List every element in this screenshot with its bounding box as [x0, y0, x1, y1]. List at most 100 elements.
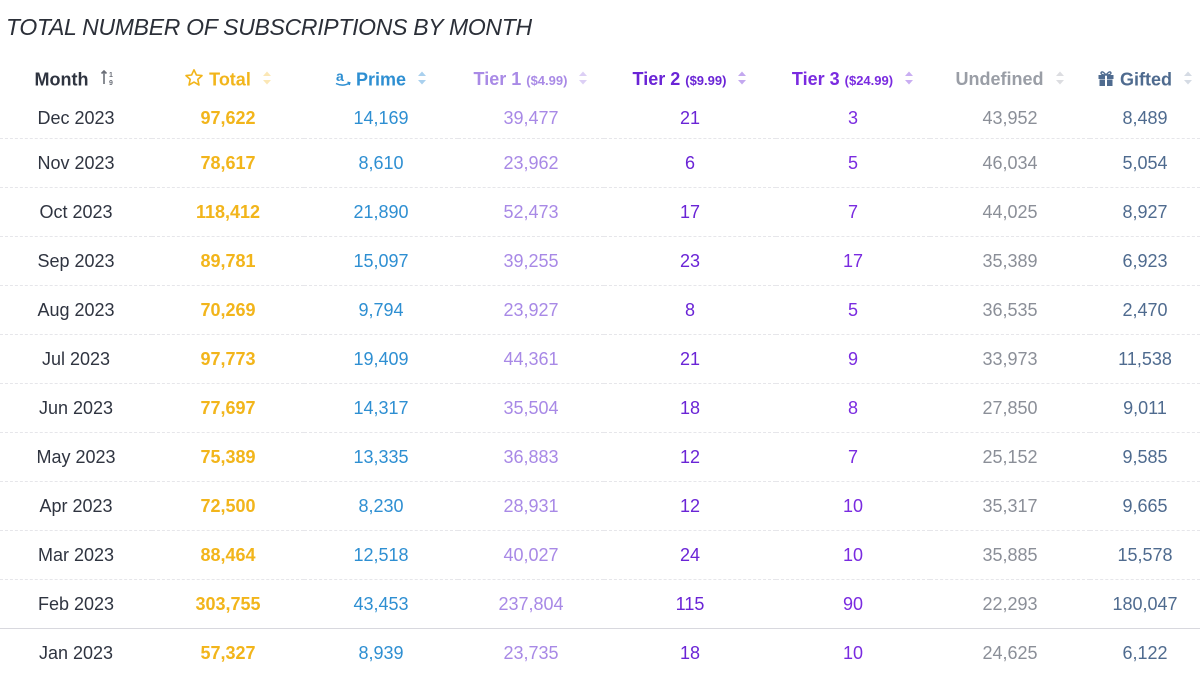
cell-tier1: 39,255 [458, 237, 604, 286]
cell-gifted: 5,054 [1090, 139, 1200, 188]
cell-tier3: 5 [776, 286, 930, 335]
header-undefined-label: Undefined [955, 69, 1043, 89]
cell-month: Jun 2023 [0, 384, 152, 433]
star-icon [184, 68, 204, 93]
cell-month: Jan 2023 [0, 629, 152, 677]
cell-total: 303,755 [152, 580, 304, 629]
cell-month: Nov 2023 [0, 139, 152, 188]
cell-undefined: 35,885 [930, 531, 1090, 580]
cell-prime: 13,335 [304, 433, 458, 482]
cell-tier3: 10 [776, 531, 930, 580]
header-total[interactable]: Total [152, 62, 304, 98]
cell-total: 75,389 [152, 433, 304, 482]
cell-prime: 9,794 [304, 286, 458, 335]
cell-prime: 19,409 [304, 335, 458, 384]
cell-total: 88,464 [152, 531, 304, 580]
sort-icon[interactable] [1055, 70, 1065, 91]
cell-gifted: 8,489 [1090, 98, 1200, 139]
header-undefined[interactable]: Undefined [930, 62, 1090, 98]
cell-month: Apr 2023 [0, 482, 152, 531]
table-row: Jul 2023 97,773 19,409 44,361 21 9 33,97… [0, 335, 1200, 384]
cell-tier1: 35,504 [458, 384, 604, 433]
header-gifted[interactable]: Gifted [1090, 62, 1200, 98]
cell-tier2: 24 [604, 531, 776, 580]
subscriptions-table: Month 1 9 Total [0, 62, 1200, 677]
cell-tier3: 10 [776, 629, 930, 677]
cell-undefined: 35,317 [930, 482, 1090, 531]
cell-tier1: 36,883 [458, 433, 604, 482]
table-row: Jan 2023 57,327 8,939 23,735 18 10 24,62… [0, 629, 1200, 677]
page-title: TOTAL NUMBER OF SUBSCRIPTIONS BY MONTH [6, 14, 532, 41]
amazon-icon: a [335, 69, 351, 92]
header-prime-label: Prime [356, 69, 406, 89]
table-body: Dec 2023 97,622 14,169 39,477 21 3 43,95… [0, 98, 1200, 677]
header-tier2[interactable]: Tier 2 ($9.99) [604, 62, 776, 98]
cell-tier2: 8 [604, 286, 776, 335]
cell-undefined: 44,025 [930, 188, 1090, 237]
sort-icon[interactable] [578, 70, 588, 91]
cell-prime: 14,169 [304, 98, 458, 139]
cell-undefined: 22,293 [930, 580, 1090, 629]
cell-month: Jul 2023 [0, 335, 152, 384]
cell-tier2: 12 [604, 482, 776, 531]
table-row: Sep 2023 89,781 15,097 39,255 23 17 35,3… [0, 237, 1200, 286]
cell-gifted: 6,122 [1090, 629, 1200, 677]
header-month[interactable]: Month 1 9 [0, 62, 152, 98]
cell-prime: 8,610 [304, 139, 458, 188]
table-row: Feb 2023 303,755 43,453 237,804 115 90 2… [0, 580, 1200, 629]
sort-numeric-icon[interactable]: 1 9 [100, 69, 118, 92]
header-prime[interactable]: a Prime [304, 62, 458, 98]
cell-tier3: 5 [776, 139, 930, 188]
cell-tier3: 10 [776, 482, 930, 531]
cell-gifted: 9,665 [1090, 482, 1200, 531]
cell-tier1: 28,931 [458, 482, 604, 531]
cell-prime: 21,890 [304, 188, 458, 237]
cell-month: May 2023 [0, 433, 152, 482]
cell-month: Mar 2023 [0, 531, 152, 580]
sort-icon[interactable] [904, 70, 914, 91]
sort-icon[interactable] [737, 70, 747, 91]
svg-text:a: a [336, 69, 344, 84]
svg-text:9: 9 [109, 80, 113, 87]
sort-icon[interactable] [417, 70, 427, 91]
header-tier2-label: Tier 2 [633, 69, 681, 89]
table-row: Mar 2023 88,464 12,518 40,027 24 10 35,8… [0, 531, 1200, 580]
cell-month: Dec 2023 [0, 98, 152, 139]
header-tier3-price: ($24.99) [845, 73, 893, 88]
cell-undefined: 35,389 [930, 237, 1090, 286]
cell-total: 70,269 [152, 286, 304, 335]
header-tier1[interactable]: Tier 1 ($4.99) [458, 62, 604, 98]
header-tier3[interactable]: Tier 3 ($24.99) [776, 62, 930, 98]
cell-undefined: 43,952 [930, 98, 1090, 139]
cell-month: Oct 2023 [0, 188, 152, 237]
cell-tier3: 90 [776, 580, 930, 629]
cell-gifted: 15,578 [1090, 531, 1200, 580]
cell-tier1: 23,735 [458, 629, 604, 677]
table-header-row: Month 1 9 Total [0, 62, 1200, 98]
cell-gifted: 6,923 [1090, 237, 1200, 286]
sort-icon[interactable] [1183, 70, 1193, 91]
cell-tier1: 237,804 [458, 580, 604, 629]
cell-month: Feb 2023 [0, 580, 152, 629]
table-row: May 2023 75,389 13,335 36,883 12 7 25,15… [0, 433, 1200, 482]
cell-prime: 15,097 [304, 237, 458, 286]
cell-tier1: 40,027 [458, 531, 604, 580]
sort-icon[interactable] [262, 70, 272, 91]
cell-prime: 14,317 [304, 384, 458, 433]
cell-total: 77,697 [152, 384, 304, 433]
header-gifted-label: Gifted [1120, 69, 1172, 89]
header-tier1-price: ($4.99) [526, 73, 567, 88]
cell-month: Sep 2023 [0, 237, 152, 286]
cell-prime: 12,518 [304, 531, 458, 580]
cell-tier3: 17 [776, 237, 930, 286]
table-row: Dec 2023 97,622 14,169 39,477 21 3 43,95… [0, 98, 1200, 139]
cell-total: 57,327 [152, 629, 304, 677]
table-row: Apr 2023 72,500 8,230 28,931 12 10 35,31… [0, 482, 1200, 531]
cell-undefined: 36,535 [930, 286, 1090, 335]
cell-tier2: 115 [604, 580, 776, 629]
cell-total: 97,622 [152, 98, 304, 139]
cell-undefined: 27,850 [930, 384, 1090, 433]
cell-gifted: 9,011 [1090, 384, 1200, 433]
cell-tier2: 21 [604, 335, 776, 384]
